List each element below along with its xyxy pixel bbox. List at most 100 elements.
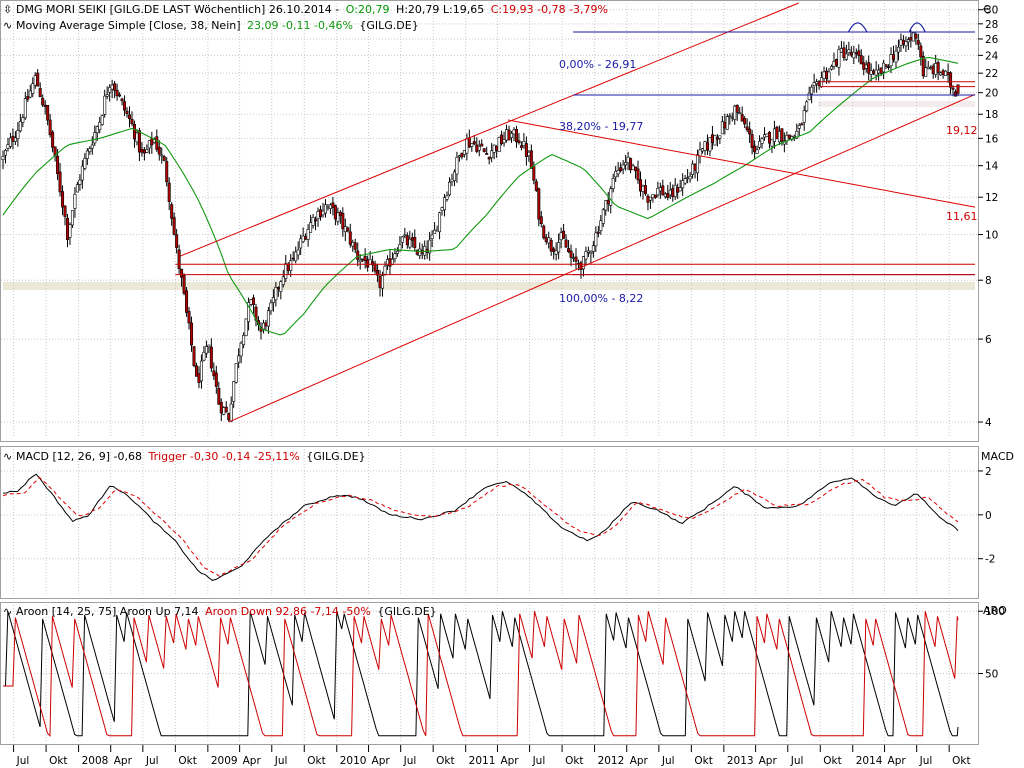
candle-body [718,135,722,139]
candle-body [460,152,464,158]
candle-body [304,236,308,240]
candle-body [919,45,923,58]
macd-header-text: MACD [12, 26, 9] -0,68 Trigger -0,30 -0,… [16,450,366,463]
candle-body [65,217,69,240]
candle-body [842,47,846,58]
x-tick-label: Jul [532,755,546,767]
x-tick-label: Okt [565,755,583,767]
candle-body [276,287,280,290]
candle-body [939,72,943,76]
candle-body [758,141,762,148]
candle-body [462,150,466,155]
candle-body [291,257,295,260]
candle-body [314,219,318,222]
candle-body [760,138,764,144]
candle-body [825,70,829,79]
candle-body [16,130,20,139]
candle-body [8,137,12,147]
candle-body [750,134,754,148]
price-tick-label: 22 [985,68,998,80]
candle-body [261,322,265,330]
x-tick-label: 2011 [469,755,496,767]
candle-body [353,242,357,250]
candle-body [299,238,303,249]
candle-layer [1,30,960,423]
macd-trigger-line [2,476,959,578]
candle-body [209,346,213,369]
channel-lower-line [228,93,976,423]
candle-body [368,259,372,265]
candle-body [224,406,228,413]
candle-body [852,51,856,59]
candle-body [666,193,670,198]
candle-body [137,130,141,153]
candle-body [730,116,734,119]
x-tick-label: Jul [16,755,30,767]
candle-body [328,204,332,209]
candle-body [98,122,102,131]
candle-body [428,239,432,254]
candle-body [904,41,908,47]
candle-body [792,135,796,138]
candle-body [636,168,640,181]
candle-body [145,149,149,153]
macd-panel-frame [0,446,979,599]
candle-body [837,49,841,68]
candle-body [234,363,238,383]
candle-body [435,229,439,232]
candle-body [713,135,717,146]
candle-body [326,206,330,209]
candle-body [403,234,407,237]
candle-body [132,123,136,140]
aroon-tick-label: 50 [985,669,998,681]
candle-body [569,250,573,258]
candle-body [281,276,285,285]
candle-body [1,155,5,160]
candle-body [48,119,52,136]
candle-body [331,202,335,208]
candle-body [316,211,320,219]
candle-body [594,232,598,247]
candle-body [807,92,811,101]
candle-body [274,286,278,301]
candle-body [572,257,576,259]
candle-body [949,72,953,88]
price-tick-label: 20 [985,88,998,100]
candle-body [832,61,836,67]
candle-body [110,84,114,90]
candle-body [817,81,821,86]
candle-body [686,177,690,179]
candle-body [244,318,248,337]
candle-body [539,216,543,224]
candle-body [944,70,948,76]
candle-body [882,62,886,73]
candle-body [457,155,461,158]
candle-body [529,150,533,169]
candle-body [445,195,449,200]
x-tick-label: Apr [243,755,262,767]
candle-body [343,226,347,233]
candle-body [738,112,742,115]
candle-body [162,156,166,161]
aroon-down: Aroon Down 92,86 -7,14 -50% [205,605,371,618]
candle-body [214,372,218,387]
candle-body [83,157,87,169]
candle-body [175,234,179,248]
price-tick-label: 16 [985,133,999,145]
candle-body [271,297,275,303]
candle-body [795,130,799,139]
candle-body [646,195,650,203]
price-tick-label: 24 [985,50,999,62]
ma-wave-icon: ∿ [3,19,12,32]
candle-body [113,83,117,91]
aroon-symbol: {GILG.DE} [377,605,436,618]
candle-body [643,185,647,194]
candle-body [691,163,695,175]
candle-body [6,144,10,149]
candle-body [361,258,365,261]
candle-body [180,268,184,278]
candle-body [472,141,476,145]
candle-body [95,126,99,133]
candle-body [629,158,633,171]
candle-body [725,116,729,130]
